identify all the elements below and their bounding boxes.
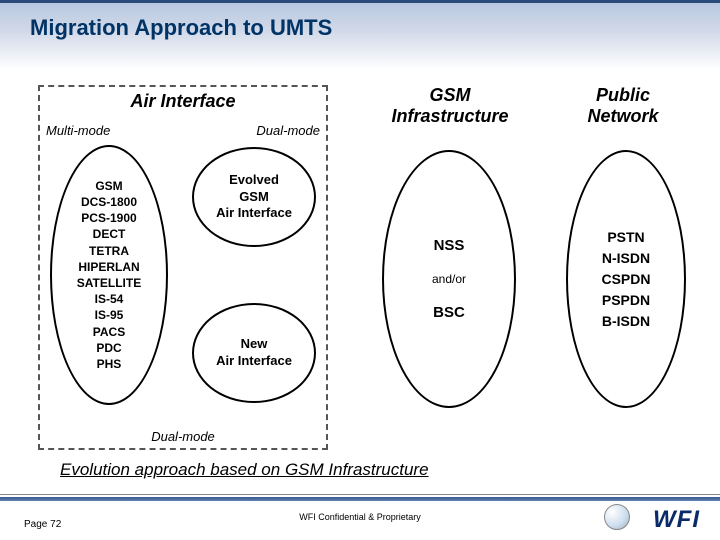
gsm-bsc: BSC	[433, 304, 465, 321]
multi-mode-ellipse: GSM DCS-1800 PCS-1900 DECT TETRA HIPERLA…	[50, 145, 168, 405]
page-number: Page 72	[24, 519, 61, 530]
gsm-infra-heading: GSM Infrastructure	[360, 85, 540, 127]
new-air-text: New Air Interface	[216, 336, 292, 370]
wfi-logo: WFI	[653, 506, 700, 534]
new-air-ellipse: New Air Interface	[192, 303, 316, 403]
diagram-area: Air Interface Multi-mode Dual-mode Dual-…	[0, 70, 720, 480]
air-interface-title: Air Interface	[130, 91, 235, 112]
footer-line	[0, 497, 720, 501]
dual-mode-right-label: Dual-mode	[256, 123, 320, 138]
evolved-gsm-ellipse: Evolved GSM Air Interface	[192, 147, 316, 247]
gsm-andor: and/or	[432, 272, 466, 286]
globe-icon	[604, 504, 630, 530]
evolution-caption: Evolution approach based on GSM Infrastr…	[60, 460, 429, 480]
public-net-ellipse: PSTN N-ISDN CSPDN PSPDN B-ISDN	[566, 150, 686, 408]
air-interface-group: Air Interface Multi-mode Dual-mode Dual-…	[38, 85, 328, 450]
dual-mode-bottom-label: Dual-mode	[151, 429, 215, 444]
confidential-text: WFI Confidential & Proprietary	[299, 512, 421, 522]
evolved-gsm-text: Evolved GSM Air Interface	[216, 172, 292, 223]
slide-title: Migration Approach to UMTS	[30, 15, 720, 41]
public-net-items: PSTN N-ISDN CSPDN PSPDN B-ISDN	[601, 227, 650, 332]
public-net-heading: Public Network	[558, 85, 688, 127]
multi-mode-label: Multi-mode	[46, 123, 110, 138]
gsm-infra-ellipse: NSS and/or BSC	[382, 150, 516, 408]
gsm-nss: NSS	[434, 237, 465, 254]
slide-footer: Page 72 WFI Confidential & Proprietary W…	[0, 494, 720, 540]
multi-mode-items: GSM DCS-1800 PCS-1900 DECT TETRA HIPERLA…	[77, 178, 141, 372]
slide-header: Migration Approach to UMTS	[0, 0, 720, 70]
